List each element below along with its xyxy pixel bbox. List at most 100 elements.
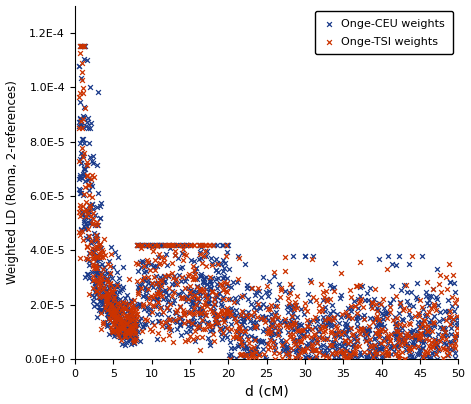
Onge-CEU weights — [379, 346, 386, 353]
Onge-TSI weights — [286, 324, 294, 330]
Onge-CEU weights — [126, 327, 133, 333]
Onge-TSI weights — [130, 303, 137, 309]
Onge-TSI weights — [275, 350, 283, 356]
Onge-CEU weights — [101, 307, 108, 313]
Onge-TSI weights — [340, 328, 347, 335]
Onge-CEU weights — [129, 325, 137, 331]
Onge-CEU weights — [243, 343, 250, 349]
Onge-CEU weights — [179, 294, 186, 301]
Onge-TSI weights — [154, 290, 162, 297]
Onge-CEU weights — [178, 318, 186, 324]
Onge-TSI weights — [209, 242, 217, 248]
Onge-CEU weights — [352, 333, 360, 339]
Onge-CEU weights — [305, 320, 313, 327]
Onge-CEU weights — [312, 337, 320, 343]
Onge-TSI weights — [405, 344, 413, 350]
Onge-TSI weights — [130, 326, 138, 333]
Onge-TSI weights — [327, 328, 335, 335]
Onge-CEU weights — [85, 177, 92, 183]
Onge-TSI weights — [134, 288, 142, 295]
Onge-TSI weights — [323, 295, 330, 302]
Onge-TSI weights — [351, 345, 359, 351]
Onge-CEU weights — [191, 338, 199, 345]
Onge-TSI weights — [156, 305, 163, 311]
Onge-CEU weights — [170, 273, 178, 280]
Onge-TSI weights — [154, 290, 161, 297]
Onge-TSI weights — [83, 158, 90, 165]
Onge-CEU weights — [146, 311, 153, 317]
Onge-TSI weights — [445, 312, 453, 319]
Onge-TSI weights — [92, 236, 100, 242]
Onge-TSI weights — [99, 321, 106, 327]
Onge-CEU weights — [130, 313, 138, 319]
Onge-CEU weights — [130, 313, 138, 320]
Onge-TSI weights — [76, 43, 84, 50]
Onge-TSI weights — [318, 308, 325, 315]
Onge-TSI weights — [186, 242, 194, 248]
Onge-TSI weights — [235, 335, 243, 341]
Onge-TSI weights — [133, 260, 140, 266]
Onge-CEU weights — [410, 341, 417, 347]
Onge-TSI weights — [430, 319, 437, 326]
Onge-CEU weights — [252, 307, 260, 313]
Onge-TSI weights — [79, 90, 86, 96]
Onge-CEU weights — [262, 289, 270, 295]
Onge-CEU weights — [127, 297, 134, 303]
Onge-TSI weights — [75, 158, 83, 164]
Onge-TSI weights — [75, 208, 82, 215]
Onge-TSI weights — [395, 354, 402, 361]
Onge-CEU weights — [433, 296, 441, 302]
Onge-CEU weights — [78, 75, 85, 81]
Onge-CEU weights — [154, 318, 161, 324]
Onge-TSI weights — [89, 194, 96, 200]
Onge-CEU weights — [217, 261, 225, 267]
Onge-TSI weights — [333, 325, 341, 331]
Onge-CEU weights — [81, 43, 88, 50]
Onge-CEU weights — [104, 307, 112, 314]
Onge-CEU weights — [117, 287, 124, 293]
Onge-TSI weights — [395, 356, 403, 362]
Onge-CEU weights — [362, 354, 370, 360]
Onge-CEU weights — [176, 322, 184, 328]
Onge-CEU weights — [94, 270, 101, 276]
Onge-CEU weights — [78, 175, 86, 181]
Onge-CEU weights — [406, 332, 413, 338]
Onge-TSI weights — [100, 284, 108, 290]
Onge-CEU weights — [319, 297, 327, 303]
Onge-CEU weights — [124, 313, 132, 319]
Onge-CEU weights — [185, 319, 192, 325]
Onge-TSI weights — [122, 319, 130, 326]
Onge-CEU weights — [306, 298, 314, 304]
Onge-TSI weights — [297, 326, 305, 333]
Onge-CEU weights — [204, 292, 212, 299]
Onge-TSI weights — [430, 301, 438, 307]
Onge-CEU weights — [375, 345, 383, 351]
Onge-CEU weights — [402, 342, 409, 349]
Onge-TSI weights — [108, 289, 116, 296]
Onge-CEU weights — [121, 326, 129, 332]
Onge-TSI weights — [297, 349, 304, 355]
Onge-CEU weights — [80, 152, 87, 159]
Onge-TSI weights — [423, 311, 430, 318]
Onge-CEU weights — [197, 255, 205, 261]
Onge-CEU weights — [321, 307, 328, 314]
Onge-CEU weights — [455, 332, 462, 339]
Onge-CEU weights — [154, 280, 162, 286]
Onge-CEU weights — [156, 242, 164, 248]
Onge-TSI weights — [109, 328, 116, 335]
Onge-CEU weights — [450, 337, 457, 344]
Onge-CEU weights — [93, 267, 101, 274]
Onge-CEU weights — [432, 294, 440, 300]
Onge-TSI weights — [127, 323, 134, 330]
Onge-CEU weights — [203, 294, 210, 300]
Onge-CEU weights — [353, 338, 361, 345]
Onge-CEU weights — [400, 335, 407, 342]
Onge-TSI weights — [234, 276, 242, 282]
Onge-TSI weights — [424, 322, 431, 329]
Onge-CEU weights — [178, 314, 185, 320]
Onge-TSI weights — [110, 326, 117, 333]
Onge-CEU weights — [146, 242, 154, 248]
Onge-CEU weights — [240, 319, 248, 325]
Onge-TSI weights — [174, 281, 181, 288]
Onge-CEU weights — [420, 318, 428, 325]
